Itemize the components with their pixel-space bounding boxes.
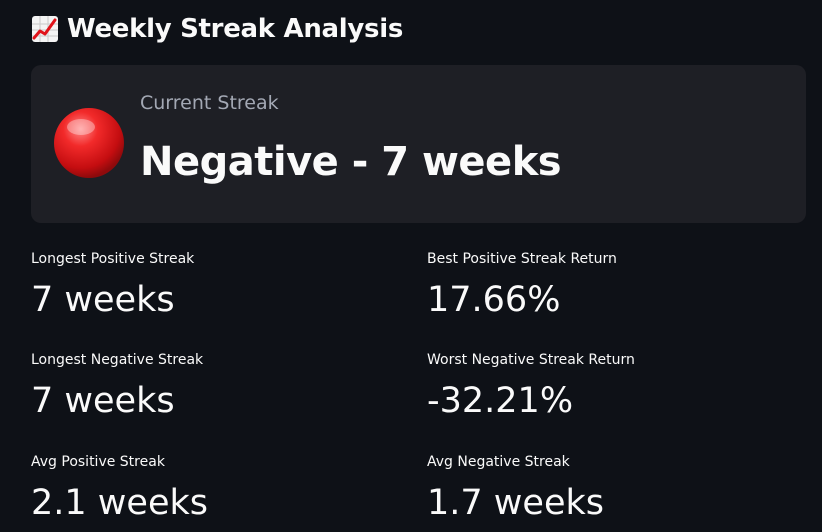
metric-avg-positive: Avg Positive Streak 2.1 weeks — [31, 453, 391, 525]
metric-value: 2.1 weeks — [31, 483, 208, 523]
metric-value: 7 weeks — [31, 280, 175, 320]
metric-label: Best Positive Streak Return — [427, 251, 617, 267]
current-streak-label: Current Streak — [140, 92, 279, 114]
metric-label: Avg Negative Streak — [427, 454, 570, 470]
metric-label: Avg Positive Streak — [31, 454, 165, 470]
metric-worst-negative-return: Worst Negative Streak Return -32.21% — [427, 351, 787, 423]
page-title: Weekly Streak Analysis — [67, 14, 404, 44]
metric-label: Worst Negative Streak Return — [427, 352, 635, 368]
metric-value: 1.7 weeks — [427, 483, 604, 523]
metric-best-positive-return: Best Positive Streak Return 17.66% — [427, 250, 787, 322]
metric-longest-positive: Longest Positive Streak 7 weeks — [31, 250, 391, 322]
metric-avg-negative: Avg Negative Streak 1.7 weeks — [427, 453, 787, 525]
metric-value: 7 weeks — [31, 381, 175, 421]
page-header: Weekly Streak Analysis — [31, 10, 403, 48]
red-circle-icon — [53, 107, 125, 179]
metric-longest-negative: Longest Negative Streak 7 weeks — [31, 351, 391, 423]
metric-value: 17.66% — [427, 280, 561, 320]
current-streak-card: Current Streak Negative - 7 weeks — [31, 65, 806, 223]
metric-label: Longest Positive Streak — [31, 251, 195, 267]
current-streak-value: Negative - 7 weeks — [140, 139, 562, 185]
metric-label: Longest Negative Streak — [31, 352, 204, 368]
chart-increasing-icon — [31, 15, 59, 43]
metric-value: -32.21% — [427, 381, 574, 421]
